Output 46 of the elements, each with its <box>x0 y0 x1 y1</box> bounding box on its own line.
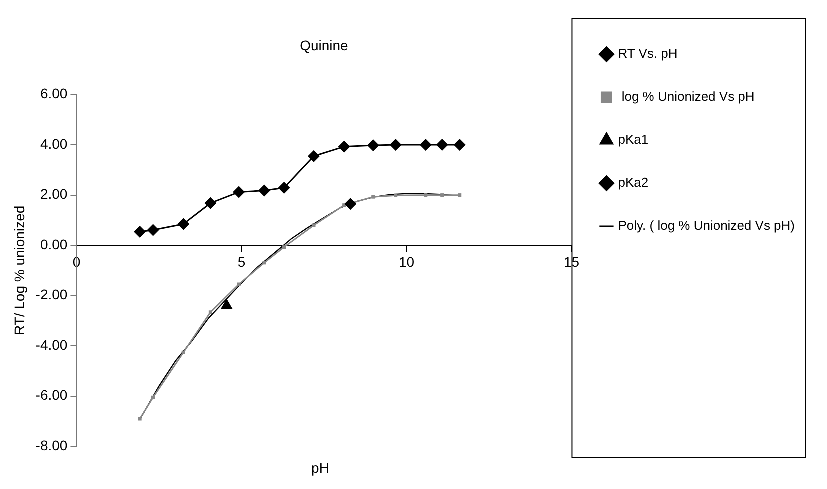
x-tick-label: 5 <box>238 254 246 270</box>
legend-label: Poly. ( log % Unionized Vs pH) <box>618 218 796 234</box>
x-axis-title: pH <box>312 460 330 476</box>
point <box>178 218 190 230</box>
point <box>394 194 398 198</box>
y-tick-label: 2.00 <box>40 186 68 202</box>
point <box>420 139 432 152</box>
y-tick-label: -6.00 <box>36 387 68 404</box>
point <box>134 226 146 238</box>
point <box>440 194 444 198</box>
legend-label: pKa2 <box>618 175 649 190</box>
point <box>278 182 290 194</box>
point <box>312 224 316 228</box>
y-axis-title: RT/ Log % unionized <box>11 206 28 336</box>
point <box>282 246 286 250</box>
y-tick-label: 4.00 <box>40 136 68 152</box>
point <box>152 396 156 400</box>
y-tick-label: 6.00 <box>40 86 68 102</box>
point <box>454 139 466 152</box>
y-tick-label: -8.00 <box>36 437 68 454</box>
point <box>367 140 380 152</box>
point <box>372 195 376 199</box>
y-tick-label: 0.00 <box>40 236 68 252</box>
y-tick-label: -2.00 <box>36 286 68 303</box>
point <box>138 417 142 421</box>
point <box>258 184 270 197</box>
point <box>344 198 357 210</box>
chart-title: Quinine <box>300 37 349 54</box>
point <box>424 194 428 198</box>
point <box>204 197 217 210</box>
legend-label: RT Vs. pH <box>618 46 678 62</box>
point <box>208 310 212 314</box>
point <box>390 139 402 152</box>
point <box>147 224 160 236</box>
point <box>237 282 241 286</box>
point <box>233 186 246 198</box>
point <box>338 140 350 153</box>
point <box>436 139 448 152</box>
point <box>262 261 266 265</box>
y-tick-label: -4.00 <box>36 336 68 353</box>
x-tick-label: 10 <box>398 254 415 270</box>
point <box>458 194 462 198</box>
point <box>308 150 320 162</box>
legend-label: pKa1 <box>618 132 649 148</box>
point <box>182 350 186 354</box>
legend-label: log % Unionized Vs pH <box>618 89 755 104</box>
